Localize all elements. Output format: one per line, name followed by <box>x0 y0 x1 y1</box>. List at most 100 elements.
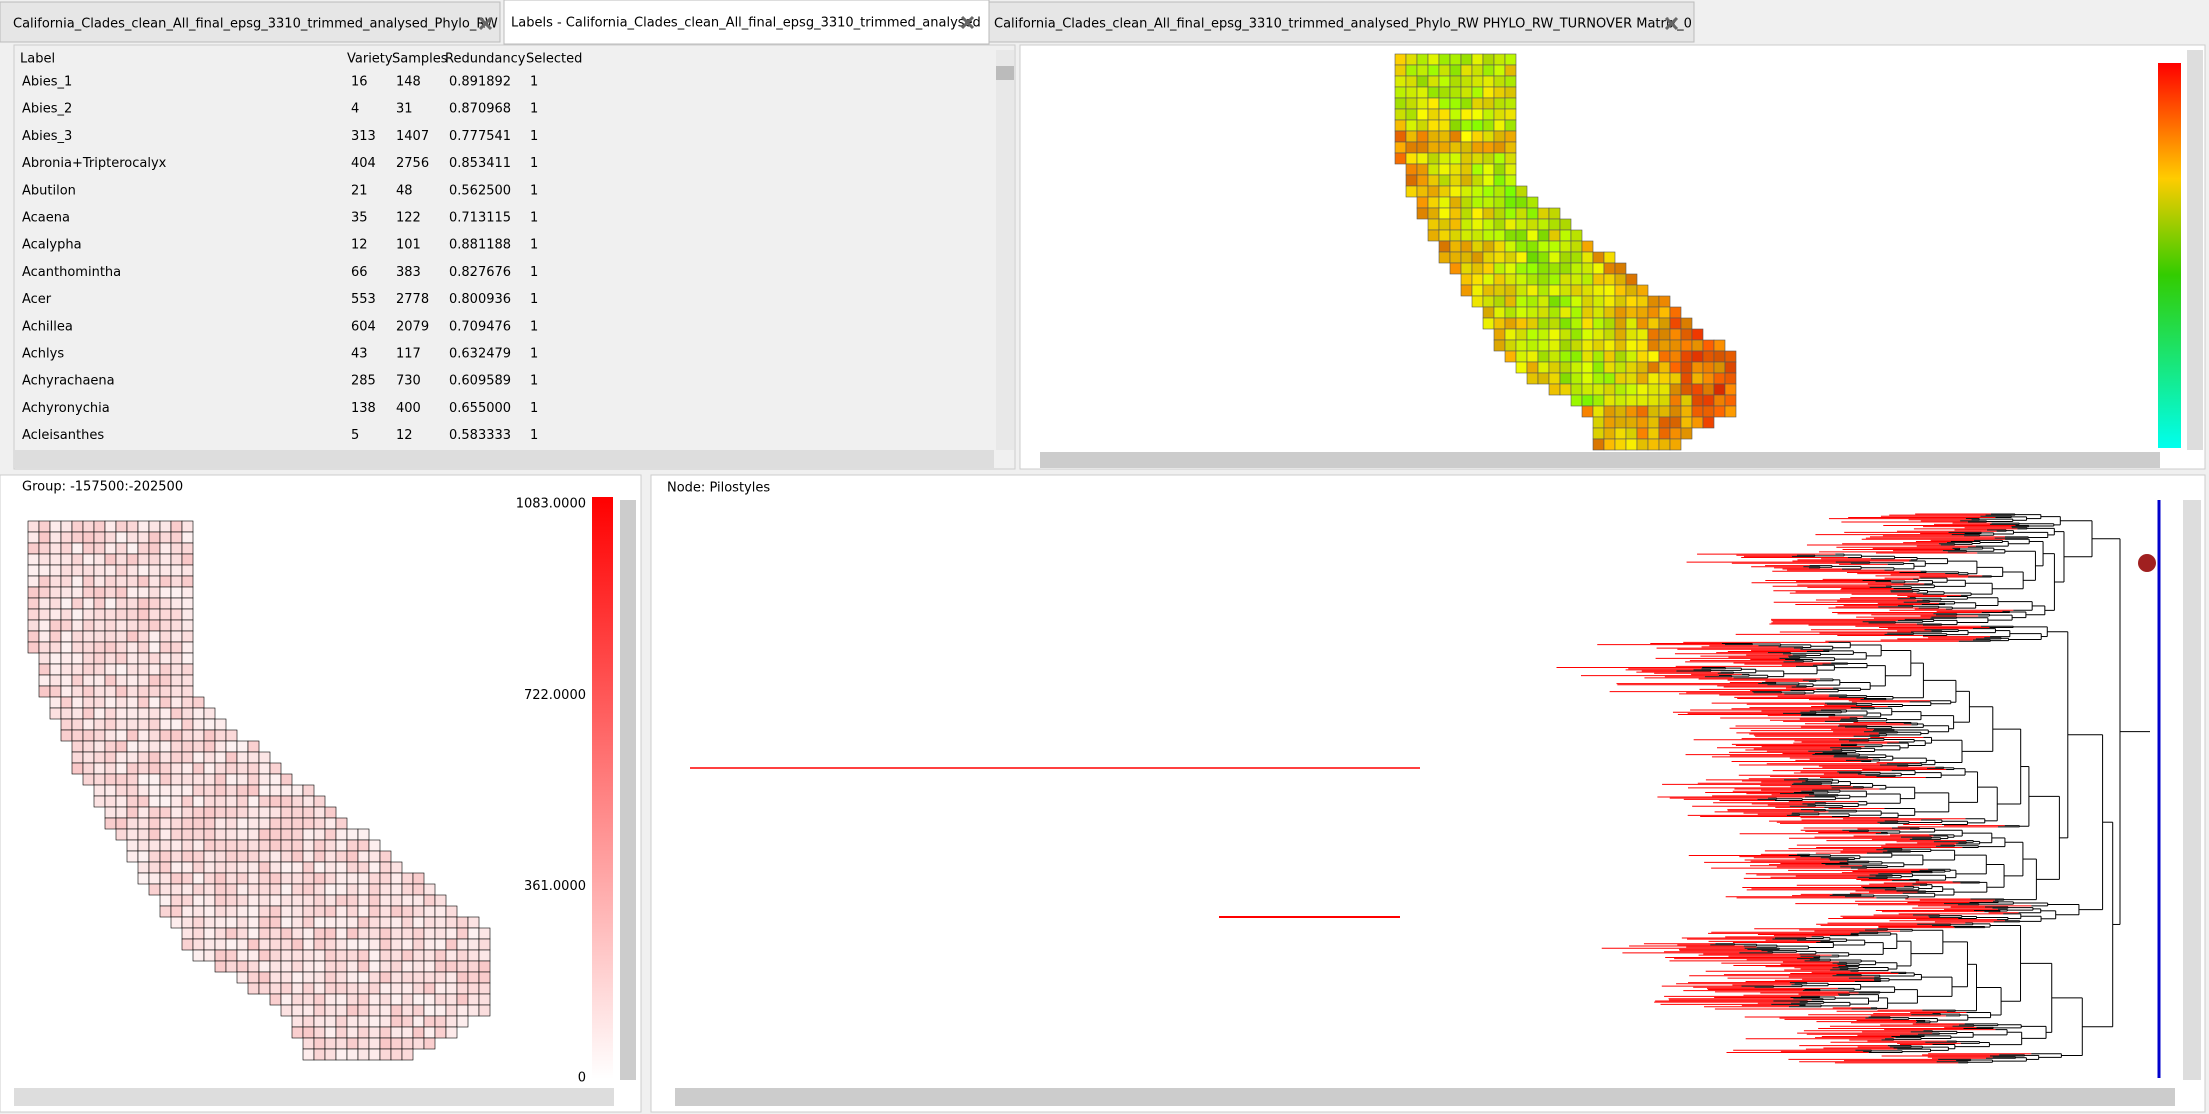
map-cell <box>1516 351 1527 362</box>
map-cell <box>226 785 237 796</box>
map-cell <box>1571 340 1582 351</box>
map-cell <box>149 862 160 873</box>
map-cell <box>347 983 358 994</box>
map-cell <box>149 532 160 543</box>
map-cell <box>1461 186 1472 197</box>
map-cell <box>1615 329 1626 340</box>
map-cell <box>314 961 325 972</box>
map-cell <box>160 818 171 829</box>
map-cell <box>1461 164 1472 175</box>
map-cell <box>325 950 336 961</box>
map-cell <box>182 708 193 719</box>
map-cell <box>1494 230 1505 241</box>
map-cell <box>204 884 215 895</box>
map-cell <box>83 752 94 763</box>
map-cell <box>325 829 336 840</box>
scrollbar[interactable] <box>14 450 994 468</box>
tab-title[interactable]: California_Clades_clean_All_final_epsg_3… <box>994 17 1692 32</box>
map-cell <box>248 851 259 862</box>
map-cell <box>138 521 149 532</box>
map-cell <box>369 950 380 961</box>
tab-title[interactable]: Labels - California_Clades_clean_All_fin… <box>511 16 981 31</box>
map-cell <box>347 928 358 939</box>
map-cell <box>83 631 94 642</box>
map-cell <box>369 983 380 994</box>
map-cell <box>28 631 39 642</box>
map-cell <box>1406 186 1417 197</box>
map-cell <box>1670 373 1681 384</box>
map-cell <box>303 928 314 939</box>
map-cell <box>380 1038 391 1049</box>
map-cell <box>226 851 237 862</box>
scrollbar[interactable] <box>1040 452 2160 468</box>
map-cell <box>1681 406 1692 417</box>
map-cell <box>1494 307 1505 318</box>
map-cell <box>127 752 138 763</box>
map-cell <box>1461 274 1472 285</box>
map-cell <box>1560 263 1571 274</box>
map-cell <box>83 598 94 609</box>
scrollbar[interactable] <box>2183 500 2201 1080</box>
map-cell <box>369 1005 380 1016</box>
map-cell <box>1604 362 1615 373</box>
map-cell <box>193 884 204 895</box>
map-cell <box>1494 131 1505 142</box>
map-cell <box>1637 384 1648 395</box>
map-cell <box>1406 109 1417 120</box>
map-cell <box>479 994 490 1005</box>
map-cell <box>1450 153 1461 164</box>
scrollbar[interactable] <box>14 1088 614 1106</box>
map-cell <box>160 686 171 697</box>
map-cell <box>435 939 446 950</box>
map-cell <box>1615 406 1626 417</box>
map-cell <box>1472 186 1483 197</box>
map-cell <box>1549 285 1560 296</box>
map-cell <box>116 708 127 719</box>
map-cell <box>1560 307 1571 318</box>
scrollbar[interactable] <box>620 500 636 1080</box>
map-cell <box>1571 362 1582 373</box>
map-cell <box>1461 175 1472 186</box>
scrollbar[interactable] <box>996 50 1014 450</box>
map-cell <box>39 653 50 664</box>
map-cell <box>1516 318 1527 329</box>
map-cell <box>281 884 292 895</box>
map-cell <box>149 708 160 719</box>
map-cell <box>204 939 215 950</box>
map-cell <box>303 1005 314 1016</box>
map-cell <box>160 587 171 598</box>
map-cell <box>1637 296 1648 307</box>
map-cell <box>1450 54 1461 65</box>
map-cell <box>1593 252 1604 263</box>
map-cell <box>1483 274 1494 285</box>
map-cell <box>369 972 380 983</box>
map-cell <box>1604 340 1615 351</box>
map-cell <box>380 862 391 873</box>
map-cell <box>314 1027 325 1038</box>
legend-tick-label: 0 <box>578 1071 586 1086</box>
map-cell <box>1505 252 1516 263</box>
map-cell <box>468 983 479 994</box>
map-cell <box>204 719 215 730</box>
map-cell <box>1505 76 1516 87</box>
scroll-thumb[interactable] <box>996 66 1014 80</box>
map-cell <box>1604 428 1615 439</box>
map-cell <box>1527 241 1538 252</box>
scrollbar[interactable] <box>2187 50 2203 450</box>
map-cell <box>1406 87 1417 98</box>
map-cell <box>50 697 61 708</box>
map-cell <box>1626 384 1637 395</box>
map-cell <box>424 972 435 983</box>
map-cell <box>1417 54 1428 65</box>
map-cell <box>1670 318 1681 329</box>
map-cell <box>171 587 182 598</box>
scrollbar[interactable] <box>675 1088 2175 1106</box>
map-cell <box>1505 296 1516 307</box>
map-cell <box>127 741 138 752</box>
map-cell <box>61 565 72 576</box>
table-cell: 5 <box>351 428 359 443</box>
tab-title[interactable]: California_Clades_clean_All_final_epsg_3… <box>13 17 498 32</box>
table-cell: 35 <box>351 211 368 226</box>
map-cell <box>380 1049 391 1060</box>
map-cell <box>138 873 149 884</box>
